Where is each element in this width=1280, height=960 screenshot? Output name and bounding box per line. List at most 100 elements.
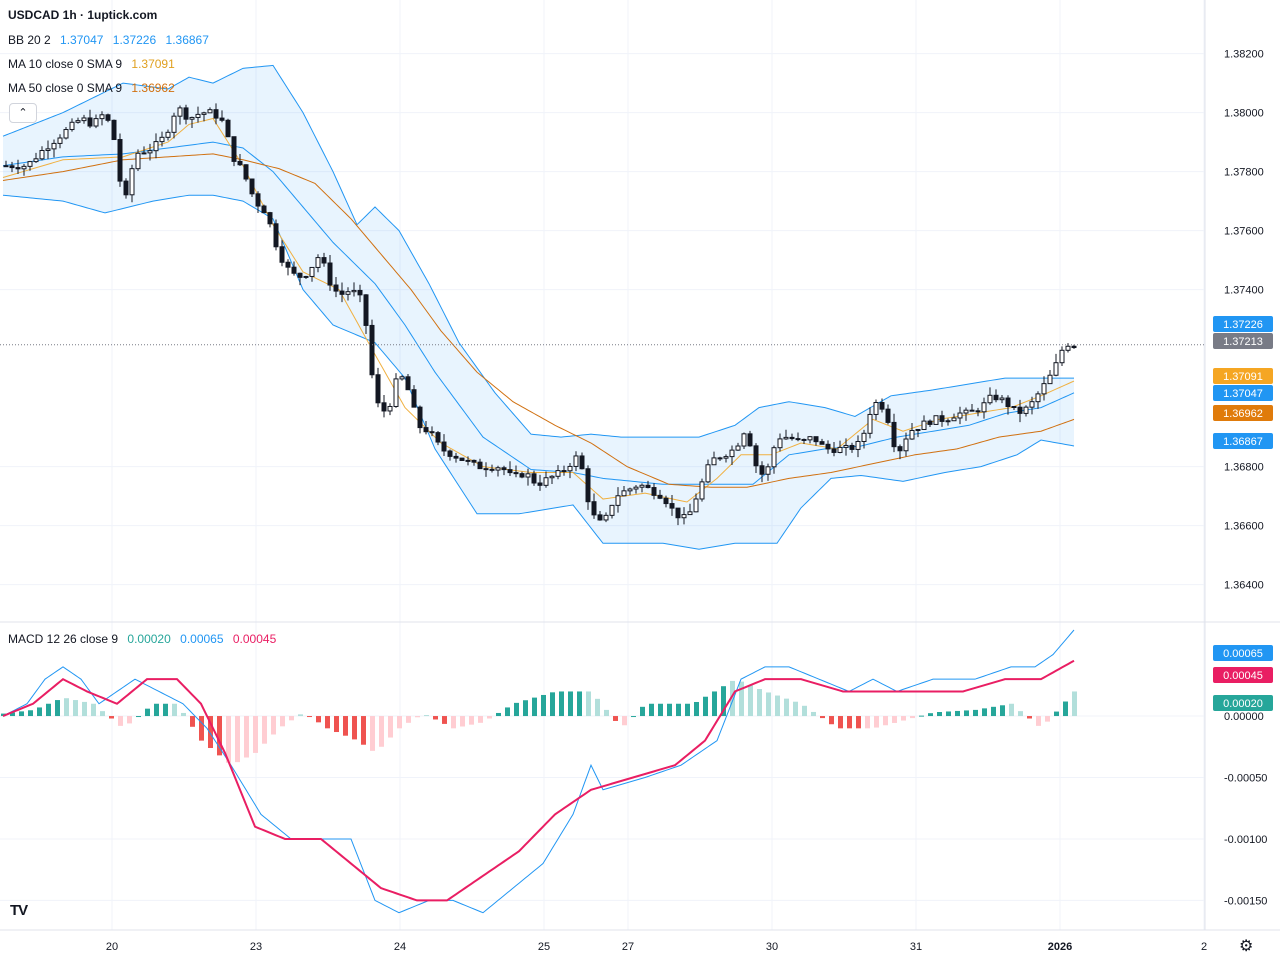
candle-body [267,212,273,225]
candle-body [1029,401,1035,408]
candle-body [861,432,867,442]
macd-line [2,629,1075,914]
candle-body [537,482,543,486]
candle-body [747,433,753,447]
chart-title: USDCAD 1h · 1uptick.com [8,8,158,22]
candle-body [909,429,915,440]
candle-body [201,112,207,115]
macd-histogram-bar [676,703,681,717]
price-tick-label: 1.37400 [1224,285,1264,297]
time-tick-label: 2026 [1048,941,1072,953]
candle-body [615,495,621,506]
candle-body [483,468,489,471]
legend-macd-v1: 0.00020 [127,632,171,646]
macd-signal-line [2,659,1075,902]
candle-body [135,152,141,170]
legend-bb[interactable]: BB 20 2 1.37047 1.37226 1.36867 [8,33,215,47]
macd-histogram-bar [793,701,798,717]
candle-body [669,503,675,509]
candle-body [15,167,21,170]
macd-histogram-bar [118,716,123,726]
macd-histogram-bar [586,691,591,717]
candle-body [789,436,795,440]
candle-body [177,107,183,117]
macd-histogram-bar [253,716,258,753]
candle-body [585,468,591,503]
price-tag-bg [1213,433,1273,449]
candle-body [639,484,645,488]
macd-histogram-bar [559,691,564,717]
macd-histogram-bar [748,685,753,717]
macd-histogram-bar [595,698,600,717]
macd-histogram-bar [883,716,888,726]
time-tick-label: 25 [538,941,550,953]
macd-histogram-bar [739,681,744,717]
candle-body [321,257,327,264]
candle-body [819,441,825,445]
legend-ma50[interactable]: MA 50 close 0 SMA 9 1.36962 [8,81,181,95]
macd-histogram-bar [10,712,15,717]
macd-histogram-bar [1009,703,1014,717]
macd-histogram-bar [955,710,960,717]
candle-body [99,114,105,120]
candle-body [327,262,333,286]
candle-body [471,459,477,463]
macd-histogram-bar [1054,711,1059,717]
candle-body [261,205,267,214]
macd-histogram-bar [1000,705,1005,717]
candle-body [303,275,309,278]
legend-ma10[interactable]: MA 10 close 0 SMA 9 1.37091 [8,57,181,71]
candle-body [441,441,447,452]
candle-body [273,223,279,248]
macd-histogram-bar [307,716,312,718]
macd-histogram-bar [73,700,78,717]
candle-body [699,481,705,500]
macd-histogram-bar [469,716,474,725]
macd-histogram-bar [190,716,195,727]
candle-body [183,107,189,120]
gear-icon[interactable]: ⚙ [1239,938,1254,955]
legend-ma50-name: MA 50 close 0 SMA 9 [8,81,123,95]
candle-body [27,161,33,167]
macd-histogram-bar [208,716,213,748]
candle-body [945,420,951,423]
candle-body [291,266,297,274]
candle-body [879,402,885,410]
macd-histogram-bar [406,716,411,723]
legend-macd[interactable]: MACD 12 26 close 9 0.00020 0.00065 0.000… [8,632,282,646]
macd-histogram-bar [523,700,528,717]
candle-body [597,514,603,521]
collapse-legend-button[interactable]: ⌃ [9,103,37,123]
candle-body [771,447,777,468]
candle-body [1035,393,1041,403]
tradingview-logo[interactable]: TV [10,902,28,919]
legend-macd-v3: 0.00045 [232,632,277,646]
candle-body [63,129,69,139]
candle-body [513,472,519,475]
time-tick-label: 23 [250,941,262,953]
candle-body [753,445,759,467]
candle-body [783,436,789,440]
macd-histogram-bar [820,716,825,719]
macd-tag-bg [1213,695,1273,711]
price-tag-label: 1.36867 [1223,436,1263,448]
bb-lower-line [2,194,1075,550]
candle-body [285,261,291,268]
macd-histogram-bar [550,692,555,717]
macd-histogram-bar [685,703,690,717]
legend-bb-v1: 1.37047 [60,33,104,47]
macd-histogram-bar [667,703,672,717]
macd-histogram-bar [181,712,186,717]
macd-histogram-bar [1036,716,1041,726]
price-tag-label: 1.37047 [1223,388,1263,400]
macd-histogram-bar [910,716,915,719]
candle-body [657,494,663,499]
macd-histogram-bar [424,715,429,717]
candle-body [435,432,441,443]
price-tag-bg [1213,368,1273,384]
candle-body [375,374,381,404]
candle-body [255,193,261,207]
candle-body [57,137,63,144]
macd-histogram-bar [217,716,222,756]
